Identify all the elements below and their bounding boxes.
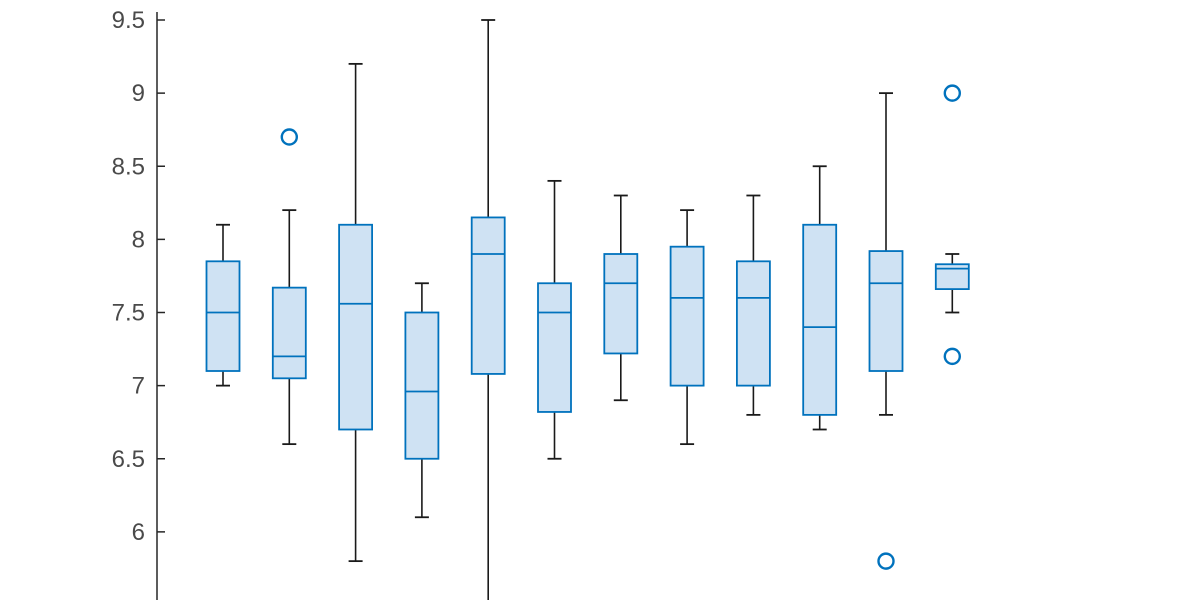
outlier-point (943, 84, 961, 102)
box-group (669, 209, 705, 446)
box-iqr (603, 253, 639, 355)
box-group (271, 128, 307, 446)
box-iqr (470, 216, 506, 375)
box-group (470, 19, 506, 600)
box-iqr (404, 311, 440, 460)
box-group (404, 282, 440, 519)
box-group (338, 62, 374, 563)
box-group (934, 84, 970, 366)
outlier-point (943, 347, 961, 366)
y-tick-label: 9.5 (112, 7, 145, 34)
box-iqr (736, 260, 771, 387)
box-group (802, 165, 838, 431)
box-plot-series (205, 19, 970, 600)
box-iqr (669, 245, 705, 387)
box-group (868, 92, 904, 570)
y-tick-label: 8.5 (112, 153, 145, 180)
box-group (537, 179, 572, 460)
box-iqr (868, 250, 904, 372)
y-tick-label: 9 (132, 80, 145, 107)
box-iqr (537, 282, 572, 413)
box-iqr (271, 286, 307, 380)
outlier-point (280, 128, 298, 146)
y-tick-label: 8 (132, 226, 145, 253)
box-group (603, 194, 639, 402)
y-tick-label: 7 (132, 373, 145, 400)
box-iqr (205, 260, 241, 372)
y-axis: 6 6.5 7 7.5 8 8.5 9 9.5 (112, 7, 165, 600)
box-group (205, 223, 241, 387)
box-group (736, 194, 771, 416)
y-tick-label: 6.5 (112, 446, 145, 473)
y-tick-label: 6 (132, 519, 145, 546)
y-tick-label: 7.5 (112, 300, 145, 327)
outlier-point (877, 552, 895, 570)
box-iqr (338, 223, 374, 431)
box-iqr (802, 223, 838, 416)
